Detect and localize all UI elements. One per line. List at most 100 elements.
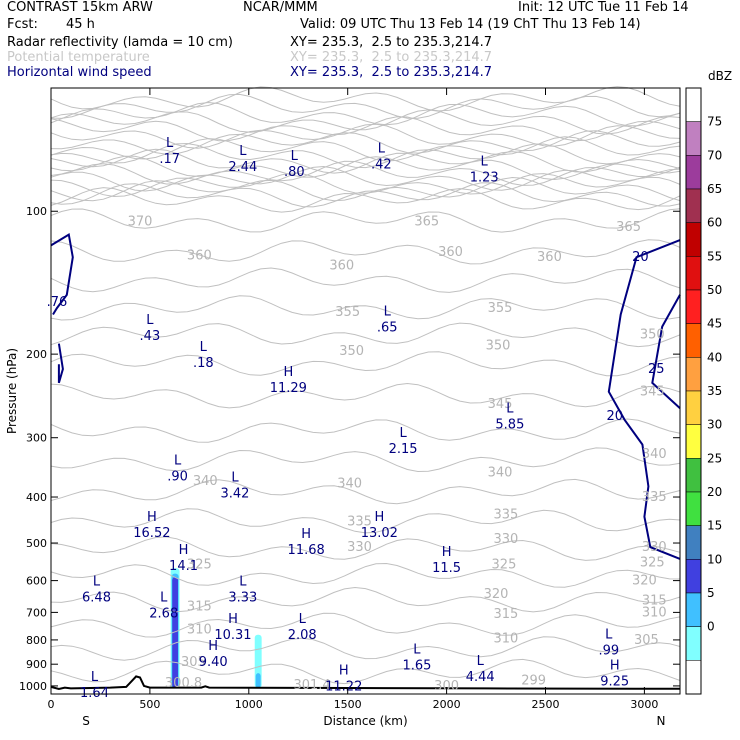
colorbar-label: 40 xyxy=(707,350,722,364)
colorbar-label: 30 xyxy=(707,418,722,432)
wind-extremum-value: .43 xyxy=(140,329,161,344)
y-tick-label: 300 xyxy=(26,432,47,445)
wind-low-marker: L xyxy=(239,575,247,590)
x-tick-label: 1500 xyxy=(334,698,362,711)
theta-label: 360 xyxy=(537,250,562,265)
theta-contour-line xyxy=(50,612,681,638)
y-tick-label: 600 xyxy=(26,575,47,588)
theta-label: 320 xyxy=(632,574,657,589)
colorbar-label: 55 xyxy=(707,249,722,263)
label-layer: 370 365 365 360 360 360 360 355 355 350 350 350 345 3… xyxy=(47,136,667,701)
theta-contour-line xyxy=(50,93,681,119)
wind-extremum-value: .18 xyxy=(193,356,214,371)
wind-extremum-value: 5.85 xyxy=(495,418,524,433)
wind-contour-line xyxy=(57,343,64,384)
fcst-value: 45 h xyxy=(66,17,95,32)
wind-low-marker: L xyxy=(146,313,154,328)
reflectivity-cell xyxy=(172,577,178,688)
valid-time: Valid: 09 UTC Thu 13 Feb 14 (19 ChT Thu … xyxy=(300,17,641,32)
wind-low-marker: L xyxy=(239,144,247,159)
theta-label: 330 xyxy=(494,532,519,547)
theta-label: 315 xyxy=(642,593,667,608)
theta-contour-line xyxy=(50,295,681,321)
theta-contour-line xyxy=(50,447,681,473)
x-end-label-north: N xyxy=(657,714,666,728)
theta-contour-line xyxy=(50,160,681,186)
wind-extremum-value: 3.42 xyxy=(220,486,249,501)
wind-contours xyxy=(50,232,681,560)
wind-low-marker: L xyxy=(413,642,421,657)
colorbar-swatch xyxy=(685,626,702,661)
colorbar-swatch xyxy=(685,525,702,560)
wind-extremum-value: .90 xyxy=(167,469,188,484)
wind-high-marker: H xyxy=(179,543,189,558)
wind-extremum-value: 13.02 xyxy=(361,526,398,541)
wind-extremum-value: .99 xyxy=(598,644,619,659)
reflectivity-layer xyxy=(170,568,262,688)
theta-label: 350 xyxy=(640,328,665,343)
wind-contour-label: 20 xyxy=(606,409,623,424)
field-reflectivity-name: Radar reflectivity (lamda = 10 cm) xyxy=(7,35,233,50)
colorbar-label: 70 xyxy=(707,148,722,162)
theta-label: 335 xyxy=(494,507,519,522)
colorbar-swatch xyxy=(685,390,702,425)
x-end-label-south: S xyxy=(82,714,90,728)
theta-label: 365 xyxy=(616,220,641,235)
wind-extremum-value: 10.31 xyxy=(214,628,251,643)
wind-low-marker: L xyxy=(160,590,168,605)
theta-label: 365 xyxy=(414,214,439,229)
theta-label: 360 xyxy=(438,245,463,260)
colorbar-label: 45 xyxy=(707,317,722,331)
field-theta-name: Potential temperature xyxy=(7,50,150,65)
wind-extremum-value: 11.22 xyxy=(325,680,362,695)
theta-contour-line xyxy=(50,508,681,534)
theta-contour-line xyxy=(50,418,681,443)
wind-high-marker: H xyxy=(374,510,384,525)
model-title: CONTRAST 15km ARW xyxy=(7,0,153,15)
wind-extremum-value: .76 xyxy=(47,295,68,310)
field-wind-xy: XY= 235.3, 2.5 to 235.3,214.7 xyxy=(290,65,493,80)
theta-label: 355 xyxy=(488,301,513,316)
theta-label: 300.8 xyxy=(165,676,202,691)
theta-contour-line xyxy=(50,86,681,112)
wind-extremum-value: .42 xyxy=(371,157,392,172)
init-time: Init: 12 UTC Tue 11 Feb 14 xyxy=(518,0,689,15)
wind-extremum-value: .65 xyxy=(377,321,398,336)
theta-contour-line xyxy=(50,322,681,348)
wind-low-marker: L xyxy=(605,628,613,643)
theta-contour-line xyxy=(50,176,681,202)
wind-extremum-value: 2.68 xyxy=(149,606,178,621)
theta-contour-line xyxy=(50,478,681,505)
theta-label: 315 xyxy=(494,607,519,622)
x-tick-label: 500 xyxy=(139,698,160,711)
wind-low-marker: L xyxy=(506,402,514,417)
wind-extremum-value: 16.52 xyxy=(133,526,170,541)
colorbar-swatch xyxy=(685,323,702,358)
colorbar-frame xyxy=(685,87,702,695)
wind-low-marker: L xyxy=(231,470,239,485)
plot-frame xyxy=(50,87,681,695)
theta-label: 335 xyxy=(642,490,667,505)
colorbar-label: 25 xyxy=(707,451,722,465)
wind-high-marker: H xyxy=(283,365,293,380)
wind-extremum-value: 14.1 xyxy=(169,559,198,574)
wind-extremum-value: 3.33 xyxy=(228,591,257,606)
wind-extremum-value: 6.48 xyxy=(82,591,111,606)
x-axis-label: Distance (km) xyxy=(323,714,407,728)
wind-low-marker: L xyxy=(93,575,101,590)
colorbar-label: 0 xyxy=(707,620,715,634)
wind-high-marker: H xyxy=(147,510,157,525)
theta-contour-line xyxy=(50,148,681,174)
theta-contour-line xyxy=(50,130,681,155)
y-tick-label: 500 xyxy=(26,537,47,550)
wind-extremum-value: 11.68 xyxy=(288,543,325,558)
theta-label: 335 xyxy=(347,514,372,529)
wind-extremum-value: 1.65 xyxy=(402,658,431,673)
wind-extremum-value: 11.5 xyxy=(432,561,461,576)
colorbar-label: 65 xyxy=(707,182,722,196)
wind-high-marker: H xyxy=(339,664,349,679)
wind-high-marker: H xyxy=(610,658,620,673)
field-theta-xy: XY= 235.3, 2.5 to 235.3,214.7 xyxy=(290,50,493,65)
colorbar-swatch xyxy=(685,222,702,257)
